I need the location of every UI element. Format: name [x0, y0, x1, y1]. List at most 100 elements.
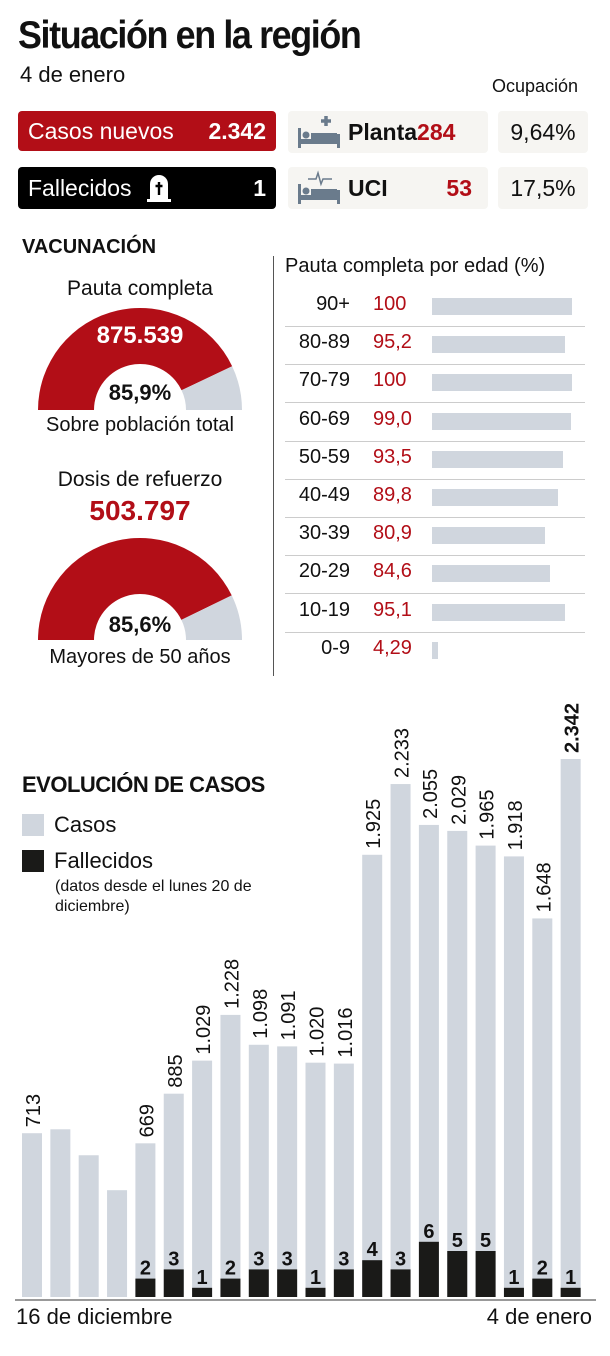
- cases-bar: [248, 1044, 269, 1297]
- row-separator: [285, 517, 585, 518]
- new-cases-label: Casos nuevos: [28, 117, 174, 144]
- evolution-title: EVOLUCIÓN DE CASOS: [22, 772, 265, 797]
- age-value: 80,9: [373, 522, 412, 545]
- cases-label: 1.965: [477, 790, 499, 840]
- legend-cases-label: Casos: [54, 812, 117, 837]
- age-row: 0-9 4,29: [285, 637, 585, 667]
- tombstone-icon: [146, 175, 171, 202]
- deaths-bar: [163, 1269, 184, 1297]
- cases-label: 669: [136, 1104, 158, 1137]
- row-separator: [285, 364, 585, 366]
- full-vaccination-label: Pauta completa: [67, 277, 213, 300]
- cases-label: 1.228: [221, 959, 243, 1009]
- full-vaccination-caption: Sobre población total: [46, 414, 234, 436]
- age-row: 70-79 100: [285, 369, 585, 399]
- age-bar: [432, 374, 572, 392]
- cases-bar: [277, 1046, 298, 1297]
- new-cases-box: Casos nuevos 2.342: [18, 111, 276, 151]
- deaths-label: 4: [367, 1239, 379, 1261]
- deaths-box: Fallecidos 1: [18, 167, 276, 209]
- booster-label: Dosis de refuerzo: [57, 468, 223, 491]
- age-label: 30-39: [298, 522, 350, 545]
- cases-label: 1.020: [307, 1007, 329, 1057]
- deaths-label: 3: [338, 1248, 349, 1270]
- booster-gauge-remaining: [181, 595, 242, 640]
- legend-deaths: Fallecidos: [22, 848, 153, 874]
- legend-deaths-label: Fallecidos: [54, 848, 154, 873]
- legend-swatch-deaths: [22, 850, 44, 872]
- cases-label: 885: [165, 1054, 187, 1087]
- deaths-label: 5: [452, 1230, 463, 1252]
- age-label: 90+: [316, 293, 350, 315]
- cases-label: 2.029: [448, 775, 470, 825]
- deaths-label: 1: [310, 1267, 321, 1289]
- age-chart-title: Pauta completa por edad (%): [285, 255, 546, 277]
- deaths-bar: [220, 1278, 241, 1297]
- deaths-label: 3: [282, 1248, 293, 1270]
- booster-caption: Mayores de 50 años: [49, 646, 231, 668]
- age-bar: [432, 603, 566, 621]
- cases-label: 2.233: [392, 728, 414, 778]
- cases-bar: [135, 1143, 156, 1297]
- cases-bar: [560, 759, 581, 1297]
- age-label: 40-49: [298, 484, 350, 506]
- deaths-label: 3: [395, 1248, 406, 1270]
- age-bar: [432, 641, 438, 659]
- cases-bar: [107, 1190, 128, 1297]
- deaths-bar: [192, 1287, 213, 1297]
- cases-bar: [333, 1063, 354, 1297]
- hospital-bed-icon: [298, 116, 340, 148]
- deaths-bar: [560, 1287, 581, 1297]
- age-bar: [432, 565, 551, 583]
- cases-label: 2.342: [562, 703, 584, 753]
- ward-label: Planta: [348, 118, 418, 145]
- x-end-label: 4 de enero: [486, 1304, 592, 1329]
- cases-label: 1.091: [278, 990, 300, 1040]
- age-label: 60-69: [298, 407, 350, 430]
- cases-bar: [78, 1155, 99, 1297]
- age-row: 10-19 95,1: [285, 599, 585, 629]
- deaths-bar: [362, 1260, 383, 1297]
- deaths-label: 3: [168, 1248, 179, 1270]
- age-bar: [432, 298, 572, 315]
- age-row: 20-29 84,6: [285, 560, 585, 590]
- new-cases-value: 2.342: [208, 117, 266, 144]
- icu-occupancy: 17,5%: [498, 167, 588, 209]
- ward-occupancy: 9,64%: [498, 111, 588, 153]
- deaths-label: 6: [423, 1221, 434, 1243]
- full-gauge-filled: [38, 307, 233, 410]
- deaths-label: 1: [508, 1267, 519, 1289]
- divider: [273, 256, 274, 676]
- full-vaccination-pct: 85,9%: [108, 380, 172, 405]
- cases-label: 1.918: [505, 800, 527, 850]
- age-row: 40-49 89,8: [285, 484, 585, 514]
- full-vaccination-gauge: [38, 307, 242, 410]
- deaths-bar: [248, 1269, 269, 1297]
- age-value: 84,6: [373, 560, 412, 583]
- deaths-label: 1: [565, 1267, 576, 1289]
- row-separator: [285, 593, 585, 595]
- deaths-label: 2: [225, 1258, 236, 1280]
- icu-label: UCI: [348, 174, 388, 201]
- icu-bed-icon: [298, 170, 340, 204]
- booster-gauge: [38, 538, 242, 640]
- deaths-label: 1: [197, 1267, 208, 1289]
- cases-bar: [362, 854, 383, 1297]
- deaths-bar: [447, 1251, 468, 1297]
- deaths-bar: [305, 1287, 326, 1297]
- deaths-bar: [475, 1251, 496, 1297]
- age-label: 10-19: [298, 598, 350, 621]
- age-bar: [432, 527, 546, 545]
- age-bar: [432, 489, 558, 506]
- age-value: 4,29: [373, 636, 412, 659]
- cases-bar: [163, 1093, 184, 1297]
- cases-label: 713: [23, 1094, 45, 1127]
- cases-bar: [390, 784, 411, 1297]
- age-value: 89,8: [373, 484, 412, 506]
- row-separator: [285, 440, 585, 442]
- booster-value: 503.797: [89, 495, 191, 526]
- deaths-bar: [277, 1269, 298, 1297]
- full-vaccination-value: 875.539: [96, 322, 184, 349]
- cases-bar: [503, 856, 524, 1297]
- deaths-bar: [390, 1269, 411, 1297]
